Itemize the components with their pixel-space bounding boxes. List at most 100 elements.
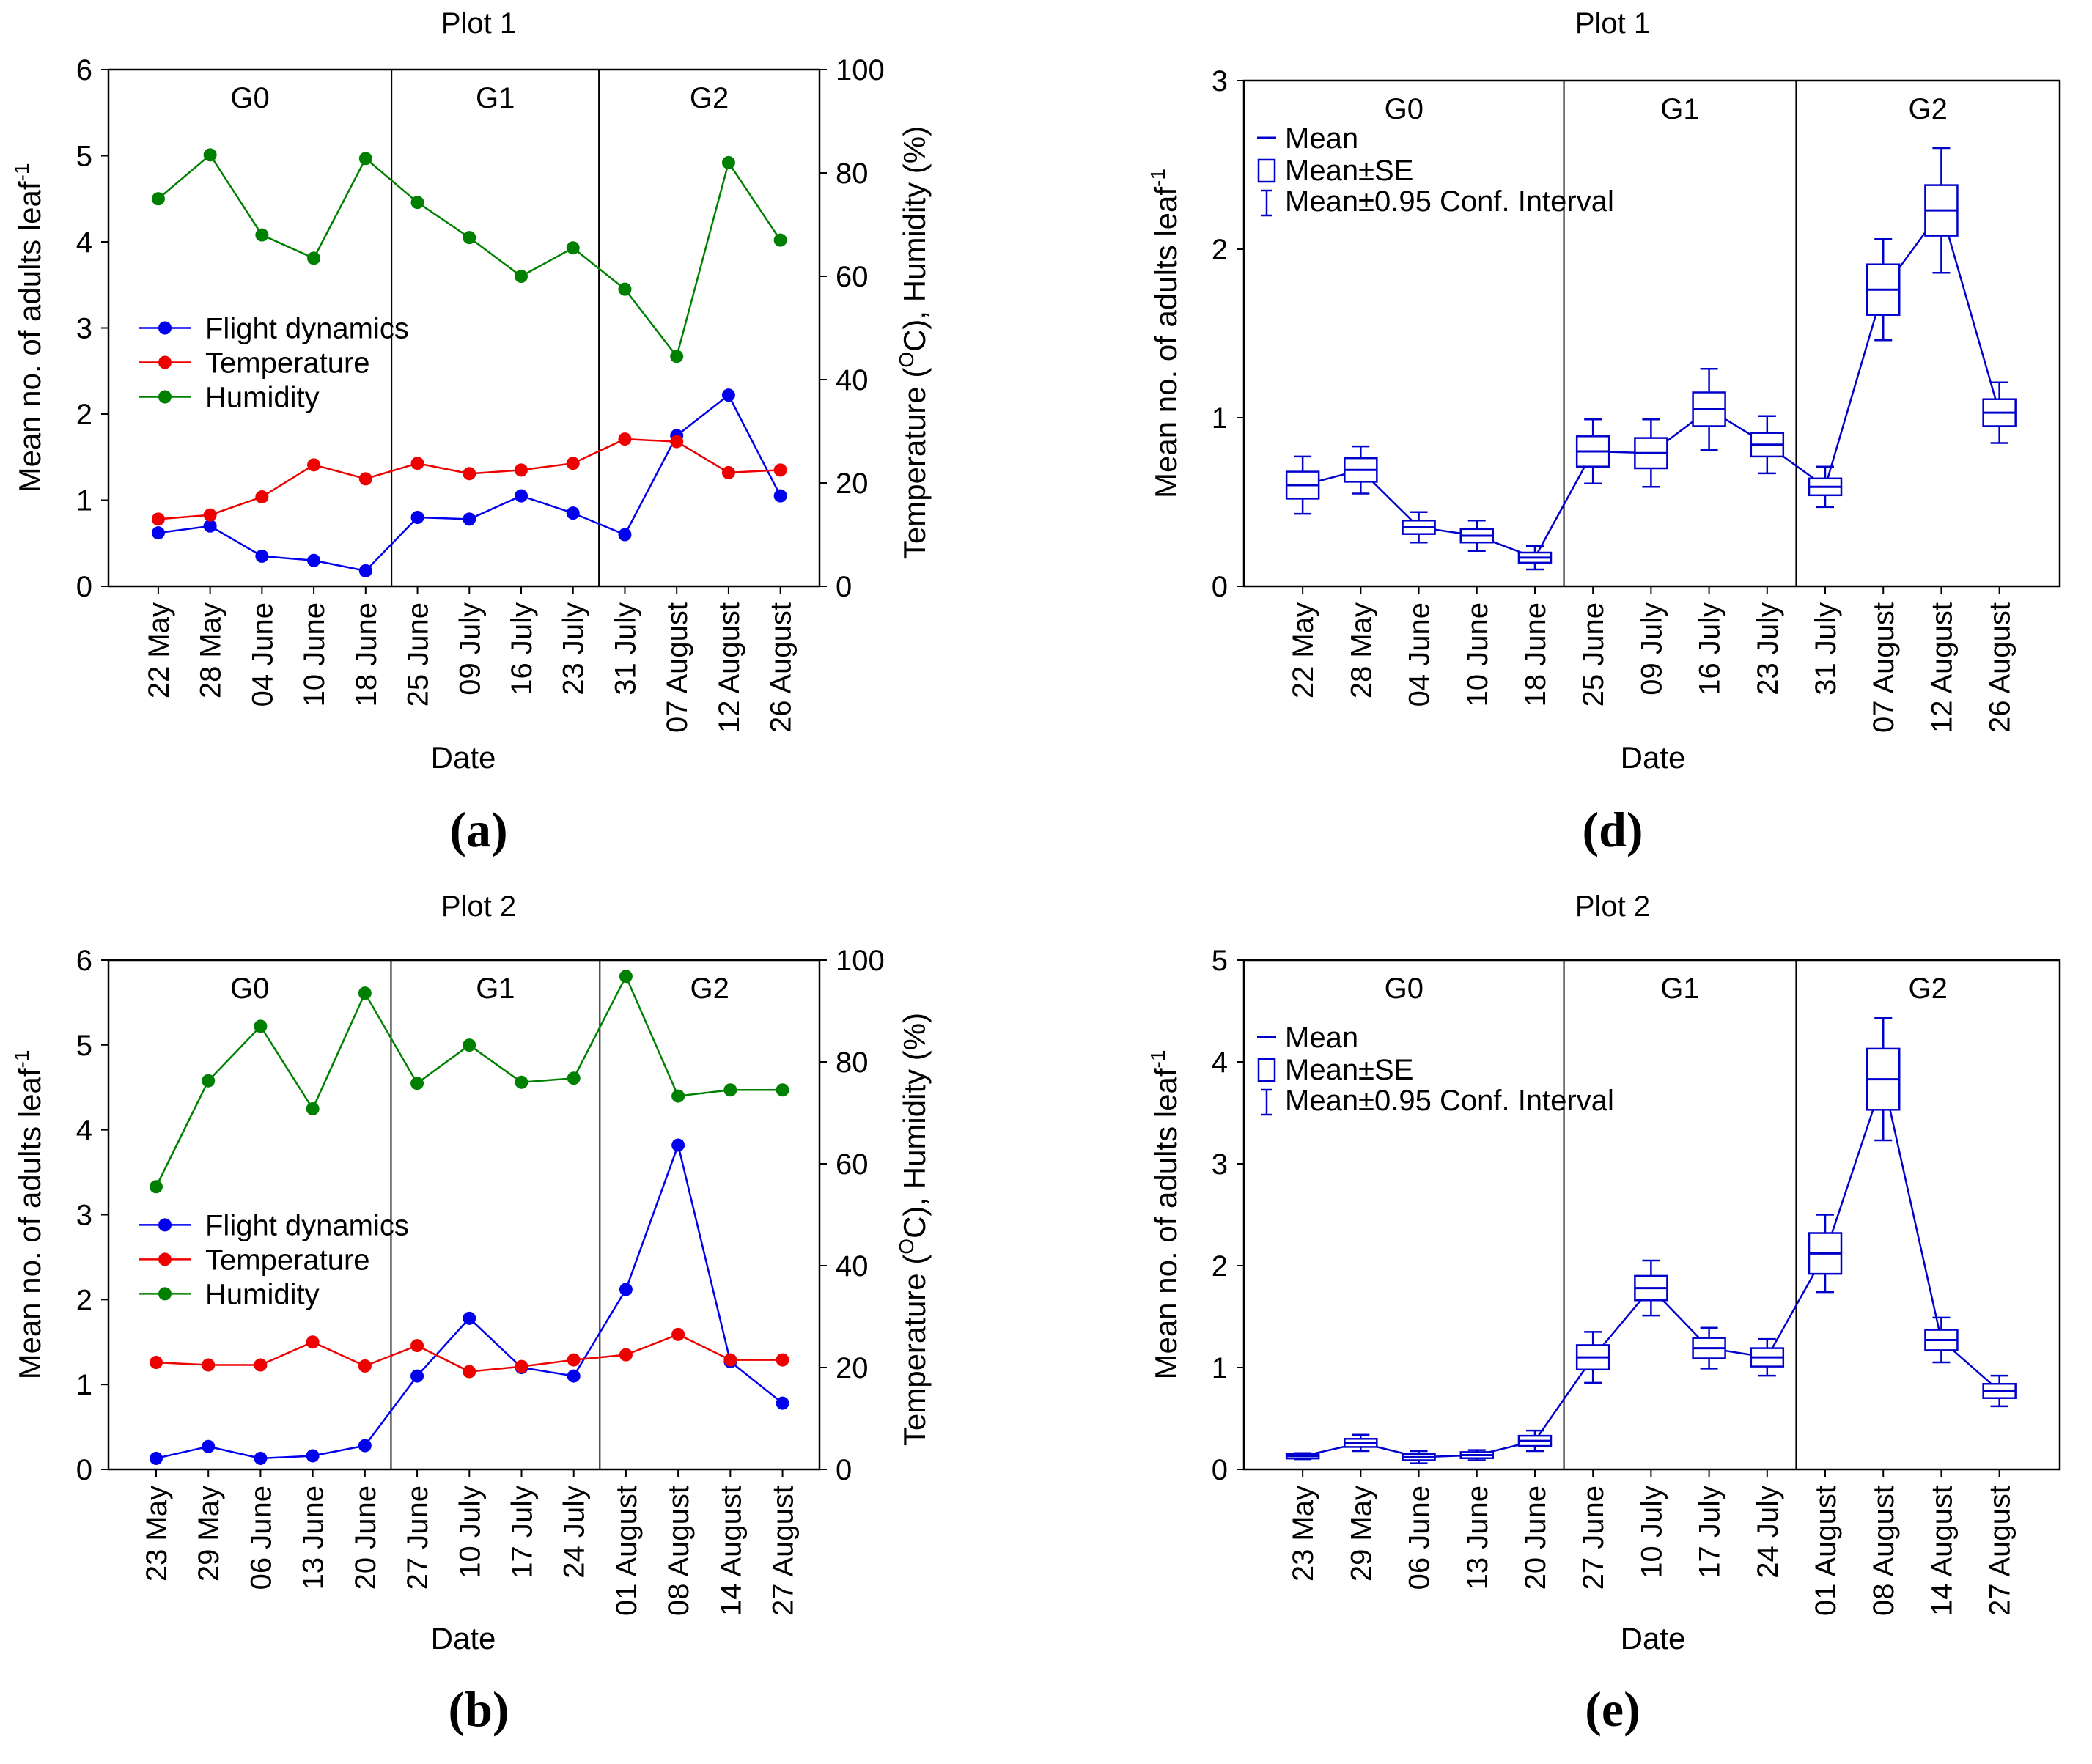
legend-marker: [158, 1252, 172, 1266]
y2-axis-label: Temperature (OC), Humidity (%): [895, 126, 932, 559]
y2-axis-label: Temperature (OC), Humidity (%): [895, 1013, 932, 1446]
data-point: [723, 1083, 737, 1097]
legend-entry: Humidity: [205, 382, 320, 414]
y-tick-label: 5: [1212, 945, 1228, 977]
data-point: [515, 1075, 528, 1089]
y2-tick-label: 60: [836, 261, 869, 293]
group-label: G1: [476, 82, 515, 114]
data-point: [619, 1348, 633, 1362]
data-point: [307, 458, 321, 472]
data-point: [618, 432, 632, 446]
y-tick-label: 2: [1212, 1250, 1228, 1283]
data-point: [203, 508, 217, 522]
data-point: [721, 465, 735, 479]
y-tick-label: 0: [76, 1454, 92, 1486]
group-label: G0: [1385, 973, 1423, 1005]
data-point: [567, 1369, 581, 1383]
x-tick-label: 08 August: [1868, 1486, 1900, 1616]
x-tick-label: 29 May: [193, 1486, 225, 1582]
x-tick-label: 12 August: [1926, 602, 1958, 733]
x-tick-label: 14 August: [715, 1486, 747, 1616]
group-label: G2: [690, 973, 729, 1005]
data-point: [515, 463, 528, 477]
data-point: [671, 1327, 685, 1341]
legend-marker: [158, 1218, 172, 1232]
y2-tick-label: 60: [836, 1148, 869, 1181]
y-label-main: Mean no. of adults leaf: [12, 1068, 47, 1379]
y2-tick-label: 0: [836, 571, 852, 603]
data-point: [358, 1439, 372, 1453]
data-point: [618, 528, 632, 542]
data-point: [721, 155, 735, 169]
legend-entry: Mean±0.95 Conf. Interval: [1285, 185, 1614, 218]
data-point: [410, 1369, 424, 1383]
panel-label: (e): [1585, 1681, 1640, 1737]
data-point: [151, 192, 165, 206]
chart-title: Plot 1: [441, 7, 516, 40]
x-tick-label: 26 August: [765, 602, 798, 733]
x-tick-label: 22 May: [143, 602, 175, 698]
data-point: [307, 251, 321, 265]
data-point: [776, 1396, 789, 1410]
data-point: [671, 1089, 685, 1103]
y-tick-label: 4: [76, 226, 92, 259]
y-axis-label: Mean no. of adults leaf-1: [10, 163, 47, 493]
x-axis-label: Date: [1621, 740, 1686, 775]
data-point: [566, 457, 580, 470]
x-tick-label: 24 July: [1752, 1486, 1784, 1579]
group-label: G1: [1660, 93, 1699, 125]
legend-marker: [158, 390, 172, 404]
data-point: [515, 1359, 528, 1373]
y-label-sup: -1: [10, 163, 33, 182]
data-point: [723, 1353, 737, 1367]
data-point: [463, 467, 476, 481]
data-point: [149, 1356, 163, 1370]
x-tick-label: 17 July: [1694, 1486, 1726, 1579]
data-point: [410, 1077, 424, 1090]
y2-label-pre: Temperature (: [897, 368, 932, 559]
y-axis-label: Mean no. of adults leaf-1: [10, 1050, 47, 1380]
data-point: [515, 489, 528, 503]
x-tick-label: 25 June: [402, 602, 435, 706]
y2-label-pre: Temperature (: [897, 1255, 932, 1446]
group-label: G0: [1385, 93, 1423, 125]
data-point: [255, 228, 269, 242]
chart-title: Plot 1: [1575, 7, 1650, 40]
x-tick-label: 10 June: [298, 602, 331, 706]
data-point: [463, 1038, 476, 1052]
data-point: [202, 1074, 216, 1088]
data-point: [410, 457, 424, 470]
y2-tick-label: 0: [836, 1454, 852, 1486]
y-tick-label: 1: [76, 1369, 92, 1401]
data-point: [358, 472, 372, 486]
data-point: [515, 270, 528, 283]
legend-se-symbol: [1257, 158, 1276, 183]
y-axis-label: Mean no. of adults leaf-1: [1146, 169, 1183, 498]
y-tick-label: 0: [1212, 1454, 1228, 1486]
y-tick-label: 4: [1212, 1047, 1228, 1079]
chart-panel-e: Plot 2 G0 G1 G2 0 1 2 3 4 5 Mean no. of adults lea…: [1146, 890, 2061, 1737]
y-tick-label: 3: [76, 313, 92, 345]
data-point: [463, 512, 476, 526]
x-tick-label: 26 August: [1984, 602, 2017, 733]
y-label-main: Mean no. of adults leaf: [1149, 187, 1183, 498]
y-tick-label: 1: [76, 485, 92, 517]
x-tick-label: 06 June: [1404, 1486, 1436, 1590]
x-tick-label: 04 June: [1404, 602, 1436, 706]
y2-label-post: C), Humidity (%): [897, 126, 932, 352]
x-tick-label: 07 August: [1868, 602, 1900, 733]
data-point: [254, 1451, 268, 1465]
group-label: G0: [230, 82, 269, 114]
legend-entry: Flight dynamics: [205, 1209, 409, 1241]
data-point: [463, 1311, 476, 1325]
data-point: [619, 970, 633, 984]
x-tick-label: 08 August: [663, 1486, 695, 1616]
y-tick-label: 2: [76, 399, 92, 431]
data-point: [202, 1358, 216, 1372]
x-tick-label: 01 August: [1810, 1486, 1842, 1616]
data-point: [463, 1365, 476, 1379]
data-point: [567, 1071, 581, 1085]
group-label: G0: [230, 973, 269, 1005]
chart-panel-a: Plot 1G0 G1 G20123456020406080100Temperatu…: [10, 7, 932, 857]
